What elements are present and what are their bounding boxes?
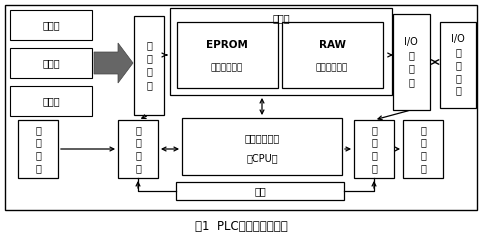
Bar [5, 5, 477, 210]
Bar [393, 14, 430, 110]
Bar [134, 16, 164, 115]
Bar [354, 120, 394, 178]
Bar [182, 118, 342, 175]
Text: （系统程序）: （系统程序） [211, 64, 243, 73]
Polygon shape [94, 43, 133, 83]
Text: 编程器: 编程器 [42, 20, 60, 30]
Text: 外
设
接
口: 外 设 接 口 [146, 40, 152, 90]
Text: EPROM: EPROM [206, 40, 248, 50]
Text: 储存器: 储存器 [272, 13, 290, 23]
Text: 电源: 电源 [254, 186, 266, 196]
Text: 计算机: 计算机 [42, 96, 60, 106]
Bar [176, 182, 344, 200]
Text: 图1  PLC技术原理组成图: 图1 PLC技术原理组成图 [195, 219, 287, 233]
Text: I/O
扩
展
口: I/O 扩 展 口 [404, 37, 418, 87]
Bar [170, 8, 392, 95]
Text: （用户程序）: （用户程序） [316, 64, 348, 73]
Bar [440, 22, 476, 108]
Text: 打印机: 打印机 [42, 58, 60, 68]
Text: 输
入
信
号: 输 入 信 号 [35, 125, 41, 173]
Bar [118, 120, 158, 178]
Bar [282, 22, 383, 88]
Text: 输
出
单
元: 输 出 单 元 [371, 125, 377, 173]
Text: RAW: RAW [318, 40, 345, 50]
Bar [10, 10, 92, 40]
Text: I/O
扩
展
单
元: I/O 扩 展 单 元 [451, 35, 465, 96]
Bar [10, 48, 92, 78]
Text: 输
入
单
元: 输 入 单 元 [135, 125, 141, 173]
Bar [403, 120, 443, 178]
Bar [177, 22, 278, 88]
Text: 中央处理部分: 中央处理部分 [244, 133, 280, 143]
Bar [18, 120, 58, 178]
Text: （CPU）: （CPU） [246, 153, 278, 163]
Bar [10, 86, 92, 116]
Text: 输
出
信
号: 输 出 信 号 [420, 125, 426, 173]
